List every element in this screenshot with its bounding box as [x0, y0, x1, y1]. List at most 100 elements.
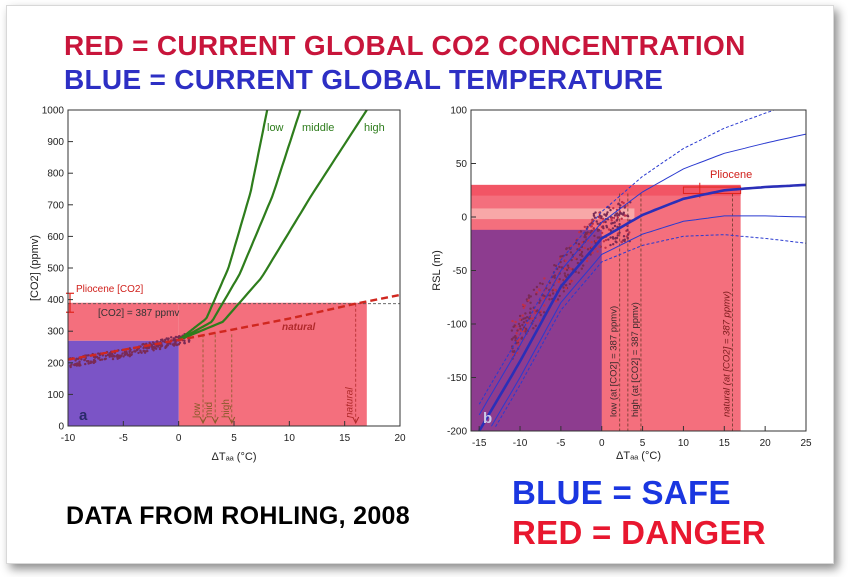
fit-envelope-inner-lower [490, 215, 807, 427]
scatter-point-b [522, 317, 525, 320]
scatter-point-b [585, 259, 589, 263]
scatter-point-b [596, 222, 599, 225]
scatter-point-a [164, 339, 167, 342]
scatter-point-b [610, 217, 613, 220]
scatter-point-b [557, 280, 560, 284]
scatter-point-b [604, 246, 607, 249]
scatter-point-b [539, 299, 542, 302]
scatter-point-b [521, 303, 525, 306]
scatter-point-a [170, 336, 173, 339]
scatter-point-a [142, 346, 145, 350]
scatter-point-b [583, 225, 586, 229]
scatter-point-b [612, 216, 616, 220]
scatter-point-b [620, 217, 623, 220]
y-tick-label-a: 200 [47, 358, 64, 369]
scatter-point-b [559, 260, 562, 264]
scatter-point-a [95, 355, 99, 359]
marker-arrow-mid [211, 416, 219, 425]
panel-label-b: b [483, 410, 492, 427]
scatter-point-b [615, 241, 618, 244]
y-tick-label-a: 600 [47, 232, 64, 243]
scatter-point-a [85, 360, 89, 363]
scatter-point-b [585, 232, 588, 235]
x-axis-label-b: ΔTₐₐ (°C) [616, 450, 661, 462]
scatter-point-a [155, 340, 159, 343]
scatter-point-b [529, 301, 532, 304]
vertical-marker-label-b: high (at [CO2] = 387 ppmv) [630, 302, 641, 417]
x-tick-label-b: -10 [513, 438, 528, 449]
scatter-point-a [108, 353, 112, 356]
scatter-point-b [620, 240, 623, 243]
scatter-point-b [558, 265, 561, 269]
x-tick-label-a: 5 [231, 433, 237, 444]
scatter-point-b [622, 235, 626, 238]
scatter-point-b [611, 227, 615, 230]
scatter-point-b [610, 219, 613, 222]
scatter-point-a [118, 354, 121, 357]
marker-arrow-natural [352, 416, 360, 425]
scatter-point-a [174, 336, 177, 339]
scatter-point-b [592, 228, 596, 231]
fit-curve-b [478, 183, 807, 432]
scatter-point-b [594, 211, 597, 214]
scatter-point-b [551, 289, 554, 292]
scatter-point-a [122, 355, 125, 358]
scatter-point-b [511, 319, 514, 323]
x-tick-label-a: 20 [394, 433, 406, 444]
scatter-point-b [570, 258, 573, 262]
scatter-point-b [591, 251, 594, 254]
scatter-point-b [613, 221, 616, 224]
y-tick-label-a: 500 [47, 264, 64, 275]
scatter-point-b [527, 296, 531, 299]
scatter-point-b [524, 330, 527, 333]
vertical-marker-label-b: low (at [CO2] = 387 ppmv) [609, 306, 620, 417]
scatter-point-b [578, 231, 581, 234]
scatter-point-b [622, 201, 625, 205]
scatter-point-a [98, 356, 101, 360]
scatter-point-b [514, 334, 517, 338]
scatter-point-b [582, 264, 585, 267]
x-tick-label-b: -15 [472, 438, 487, 449]
scatter-point-a [80, 358, 83, 361]
band-top-b [471, 184, 741, 196]
scatter-point-b [527, 294, 531, 297]
scatter-point-a [76, 357, 80, 361]
curve-low [178, 109, 269, 341]
pliocene-label-b: Pliocene [710, 169, 752, 181]
scatter-point-b [581, 255, 584, 258]
scatter-point-b [626, 214, 629, 217]
scatter-point-b [613, 224, 617, 228]
scatter-point-b [569, 280, 572, 283]
scatter-point-b [598, 216, 601, 219]
scatter-point-a [69, 364, 72, 368]
scatter-point-b [604, 214, 608, 217]
scatter-point-b [590, 241, 593, 244]
scatter-point-b [514, 320, 517, 324]
scatter-point-b [518, 318, 522, 321]
scatter-point-b [529, 311, 532, 315]
scatter-point-b [538, 311, 541, 314]
curve-high [178, 109, 368, 342]
scatter-point-b [598, 245, 601, 248]
scatter-point-b [515, 332, 518, 335]
scatter-point-a [128, 350, 131, 354]
scatter-point-b [543, 277, 546, 280]
y-tick-label-b: -200 [447, 427, 467, 438]
scatter-point-b [563, 272, 566, 275]
y-tick-label-a: 400 [47, 295, 64, 306]
x-axis-label-a: ΔTₐₐ (°C) [212, 451, 257, 463]
scatter-point-b [618, 223, 621, 226]
scatter-point-b [556, 298, 560, 301]
scatter-point-a [140, 351, 143, 354]
scatter-point-a [130, 351, 134, 354]
scatter-point-b [580, 267, 583, 270]
scatter-point-b [616, 234, 619, 237]
scatter-point-a [159, 338, 163, 342]
scatter-point-b [595, 220, 598, 223]
scatter-point-b [622, 212, 625, 216]
headline-blue-temperature: BLUE = CURRENT GLOBAL TEMPERATURE [64, 64, 664, 95]
scatter-point-b [597, 229, 601, 232]
curve-label-high: high [364, 122, 385, 134]
scatter-point-b [623, 239, 626, 243]
